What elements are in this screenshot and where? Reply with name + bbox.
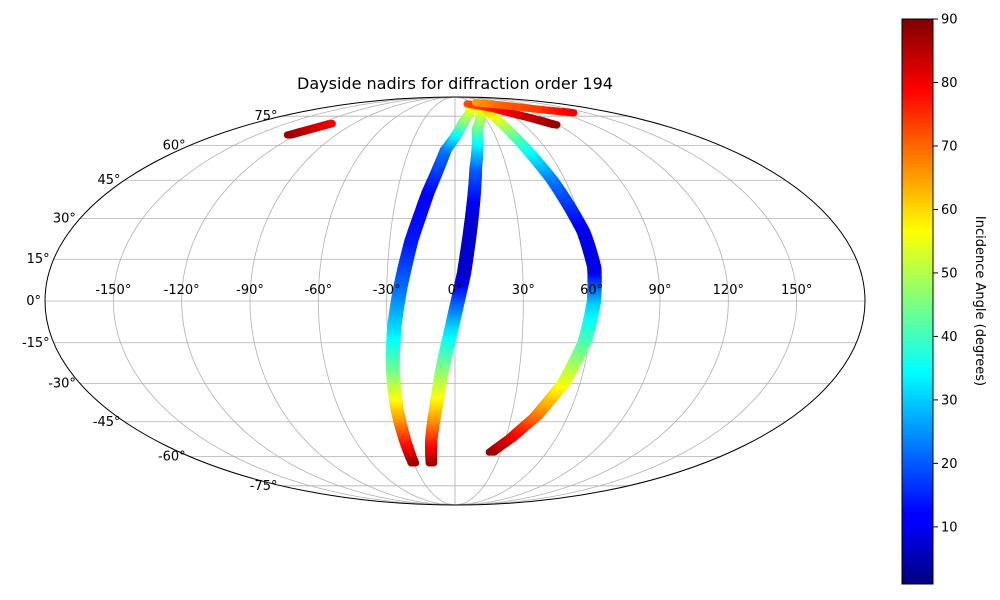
longitude-tick-label: 150°	[781, 283, 812, 298]
latitude-tick-label: 0°	[26, 294, 41, 309]
meridian-gridline	[112, 96, 456, 506]
longitude-tick-label: -120°	[164, 283, 200, 298]
longitude-tick-label: 30°	[512, 283, 535, 298]
latitude-tick-label: -15°	[22, 336, 50, 351]
colorbar-tick-label: 60	[941, 203, 958, 218]
colorbar-tick-label: 50	[941, 266, 958, 281]
meridian-gridline	[454, 96, 798, 506]
longitude-tick-label: -30°	[373, 283, 401, 298]
meridian-gridline	[249, 96, 456, 506]
meridian-gridline	[454, 96, 661, 506]
latitude-tick-label: 15°	[27, 252, 50, 267]
latitude-tick-label: -75°	[250, 479, 278, 494]
colorbar-tick-label: 30	[941, 393, 958, 408]
latitude-tick-label: 75°	[254, 109, 277, 124]
colorbar-ticks: 10 20 30 40 50 60 70 80 90	[933, 13, 958, 535]
longitude-tick-label: -90°	[236, 283, 264, 298]
longitude-tick-label: 60°	[580, 283, 603, 298]
meridian-gridline	[454, 96, 729, 506]
longitude-tick-label: 120°	[713, 283, 744, 298]
meridian-gridline	[181, 96, 456, 506]
latitude-tick-label: -30°	[48, 376, 76, 391]
longitude-tick-label: 0°	[448, 283, 463, 298]
latitude-tick-label: 45°	[98, 173, 121, 188]
meridian-gridline	[317, 96, 456, 506]
latitude-tick-labels: -75° -60° -45° -30° -15° 0° 15° 30° 45° 60° 75°	[22, 109, 278, 494]
colorbar-label: Incidence Angle (degrees)	[972, 216, 987, 386]
latitude-tick-label: 30°	[53, 212, 76, 227]
nadir-point	[570, 109, 578, 117]
latitude-tick-label: -60°	[158, 450, 186, 465]
colorbar-tick-label: 70	[941, 139, 958, 154]
chart-title: Dayside nadirs for diffraction order 194	[297, 74, 613, 93]
colorbar-tick-label: 10	[941, 520, 958, 535]
colorbar-tick-label: 40	[941, 330, 958, 345]
latitude-tick-label: 60°	[163, 138, 186, 153]
longitude-tick-labels: -150° -120° -90° -60° -30° 0° 30° 60° 90° 120° 150…	[95, 283, 812, 298]
latitude-tick-label: -45°	[93, 415, 121, 430]
colorbar-tick-label: 90	[941, 13, 958, 28]
meridian-gridline	[454, 96, 524, 506]
nadir-point	[328, 119, 336, 127]
longitude-tick-label: -150°	[95, 283, 131, 298]
longitude-tick-label: -60°	[304, 283, 332, 298]
colorbar	[901, 18, 934, 585]
longitude-tick-label: 90°	[648, 283, 671, 298]
nadir-points	[283, 99, 602, 467]
colorbar-tick-label: 20	[941, 457, 958, 472]
nadir-point	[553, 121, 561, 129]
colorbar-tick-label: 80	[941, 76, 958, 91]
